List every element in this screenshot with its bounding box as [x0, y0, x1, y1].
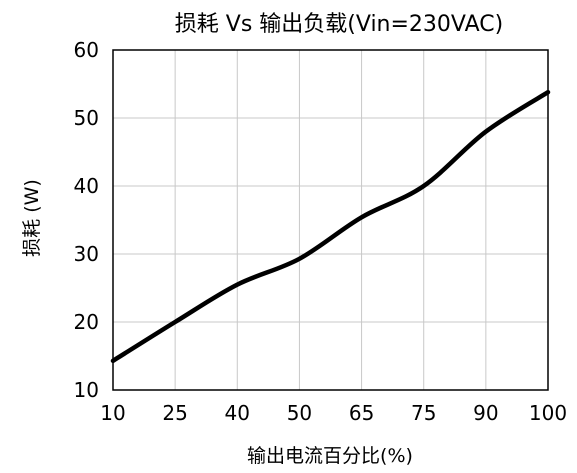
y-tick-label: 10: [74, 378, 99, 402]
x-tick-label: 65: [349, 401, 374, 425]
x-tick-label: 40: [225, 401, 250, 425]
x-axis-label: 输出电流百分比(%): [247, 445, 413, 467]
y-tick-label: 20: [74, 310, 99, 334]
y-tick-label: 60: [74, 38, 99, 62]
series-layer: [110, 89, 551, 364]
x-tick-label: 75: [411, 401, 436, 425]
grid: [112, 49, 549, 391]
y-axis-label: 损耗 (W): [21, 179, 43, 257]
plot-area-frame: [112, 49, 549, 391]
x-tick-label: 100: [529, 401, 567, 425]
x-tick-label: 50: [287, 401, 312, 425]
y-tick-label: 50: [74, 106, 99, 130]
x-tick-label: 10: [100, 401, 125, 425]
tick-labels: 10 25 40 50 65 75 90 100 10 20 30 40 50 60: [74, 38, 568, 425]
y-tick-label: 40: [74, 174, 99, 198]
series-line-loss: [110, 89, 551, 364]
chart-title: 损耗 Vs 输出负载(Vin=230VAC): [175, 12, 503, 37]
x-tick-label: 25: [162, 401, 187, 425]
y-tick-label: 30: [74, 242, 99, 266]
x-tick-label: 90: [473, 401, 498, 425]
